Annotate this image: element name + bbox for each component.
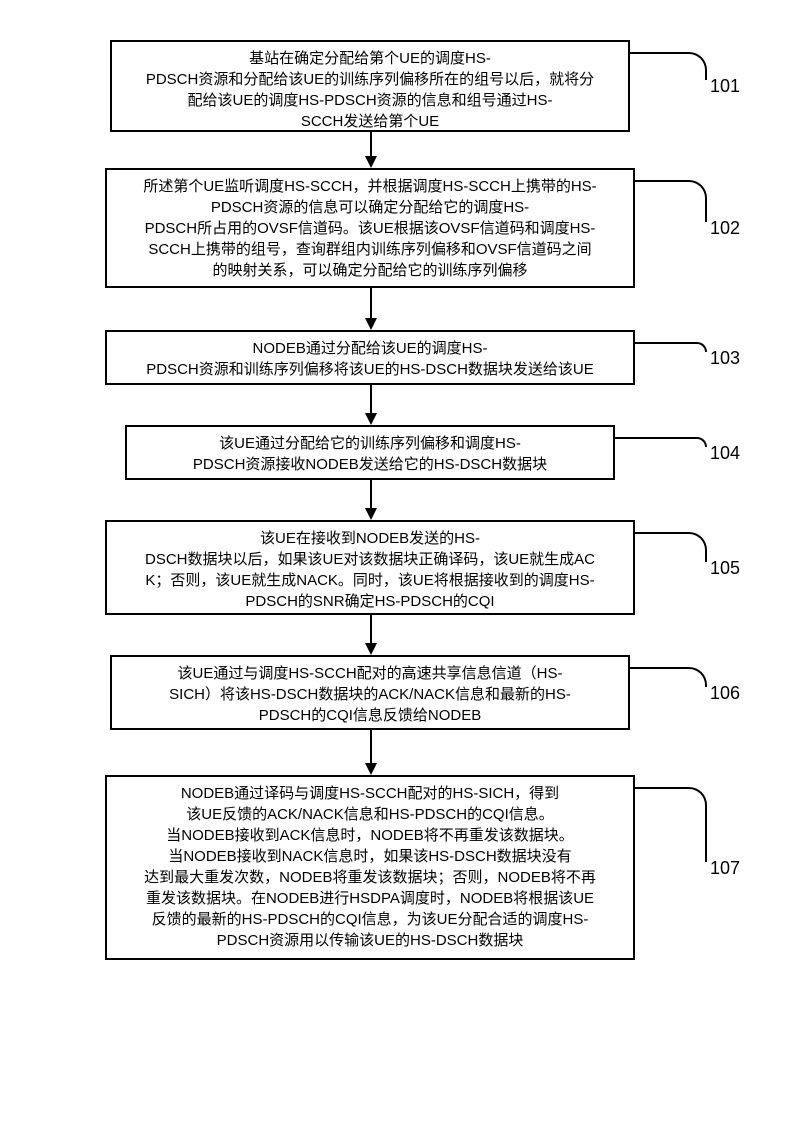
connector-line <box>635 180 685 182</box>
box-text-line: 基站在确定分配给第个UE的调度HS- <box>122 48 618 69</box>
arrow-line <box>370 132 372 158</box>
connector-curve <box>682 52 707 80</box>
connector-line <box>635 342 685 344</box>
connector-curve <box>682 667 707 687</box>
box-text-line: PDSCH资源接收NODEB发送给它的HS-DSCH数据块 <box>137 454 603 475</box>
arrow-line <box>370 730 372 765</box>
box-text-line: PDSCH资源的信息可以确定分配给它的调度HS- <box>117 197 623 218</box>
connector-curve <box>682 342 707 352</box>
box-text-line: 反馈的最新的HS-PDSCH的CQI信息，为该UE分配合适的调度HS- <box>117 909 623 930</box>
box-text-line: PDSCH的SNR确定HS-PDSCH的CQI <box>117 591 623 612</box>
flowchart-box-101: 基站在确定分配给第个UE的调度HS-PDSCH资源和分配给该UE的训练序列偏移所… <box>110 40 630 132</box>
box-text-line: SCCH上携带的组号，查询群组内训练序列偏移和OVSF信道码之间 <box>117 239 623 260</box>
connector-curve <box>682 787 707 862</box>
connector-line <box>635 532 685 534</box>
arrow-head-icon <box>365 156 377 168</box>
box-text-line: SICH）将该HS-DSCH数据块的ACK/NACK信息和最新的HS- <box>122 684 618 705</box>
connector-line <box>615 437 685 439</box>
arrow-head-icon <box>365 643 377 655</box>
arrow-line <box>370 288 372 320</box>
box-text-line: PDSCH资源和分配给该UE的训练序列偏移所在的组号以后，就将分 <box>122 69 618 90</box>
box-text-line: 该UE在接收到NODEB发送的HS- <box>117 528 623 549</box>
box-text-line: 当NODEB接收到ACK信息时，NODEB将不再重发该数据块。 <box>117 825 623 846</box>
flowchart-box-103: NODEB通过分配给该UE的调度HS-PDSCH资源和训练序列偏移将该UE的HS… <box>105 330 635 385</box>
step-label-102: 102 <box>710 218 740 239</box>
step-label-101: 101 <box>710 76 740 97</box>
flowchart-box-105: 该UE在接收到NODEB发送的HS-DSCH数据块以后，如果该UE对该数据块正确… <box>105 520 635 615</box>
box-text-line: 当NODEB接收到NACK信息时，如果该HS-DSCH数据块没有 <box>117 846 623 867</box>
step-label-103: 103 <box>710 348 740 369</box>
box-text-line: 所述第个UE监听调度HS-SCCH，并根据调度HS-SCCH上携带的HS- <box>117 176 623 197</box>
box-text-line: 的映射关系，可以确定分配给它的训练序列偏移 <box>117 260 623 281</box>
step-label-107: 107 <box>710 858 740 879</box>
connector-line <box>630 667 685 669</box>
arrow-head-icon <box>365 763 377 775</box>
arrow-head-icon <box>365 508 377 520</box>
box-text-line: PDSCH的CQI信息反馈给NODEB <box>122 705 618 726</box>
arrow-head-icon <box>365 318 377 330</box>
connector-curve <box>682 437 707 447</box>
step-label-105: 105 <box>710 558 740 579</box>
box-text-line: 配给该UE的调度HS-PDSCH资源的信息和组号通过HS- <box>122 90 618 111</box>
box-text-line: 该UE通过与调度HS-SCCH配对的高速共享信息信道（HS- <box>122 663 618 684</box>
box-text-line: 该UE反馈的ACK/NACK信息和HS-PDSCH的CQI信息。 <box>117 804 623 825</box>
arrow-line <box>370 480 372 510</box>
box-text-line: PDSCH所占用的OVSF信道码。该UE根据该OVSF信道码和调度HS- <box>117 218 623 239</box>
arrow-line <box>370 385 372 415</box>
flowchart-box-107: NODEB通过译码与调度HS-SCCH配对的HS-SICH，得到该UE反馈的AC… <box>105 775 635 960</box>
flowchart-box-106: 该UE通过与调度HS-SCCH配对的高速共享信息信道（HS-SICH）将该HS-… <box>110 655 630 730</box>
connector-line <box>635 787 685 789</box>
connector-curve <box>682 180 707 222</box>
box-text-line: 该UE通过分配给它的训练序列偏移和调度HS- <box>137 433 603 454</box>
step-label-104: 104 <box>710 443 740 464</box>
arrow-line <box>370 615 372 645</box>
box-text-line: PDSCH资源和训练序列偏移将该UE的HS-DSCH数据块发送给该UE <box>117 359 623 380</box>
arrow-head-icon <box>365 413 377 425</box>
flowchart-box-104: 该UE通过分配给它的训练序列偏移和调度HS-PDSCH资源接收NODEB发送给它… <box>125 425 615 480</box>
box-text-line: DSCH数据块以后，如果该UE对该数据块正确译码，该UE就生成AC <box>117 549 623 570</box>
box-text-line: K；否则，该UE就生成NACK。同时，该UE将根据接收到的调度HS- <box>117 570 623 591</box>
box-text-line: 达到最大重发次数，NODEB将重发该数据块；否则，NODEB将不再 <box>117 867 623 888</box>
connector-curve <box>682 532 707 562</box>
box-text-line: SCCH发送给第个UE <box>122 111 618 132</box>
box-text-line: NODEB通过译码与调度HS-SCCH配对的HS-SICH，得到 <box>117 783 623 804</box>
box-text-line: PDSCH资源用以传输该UE的HS-DSCH数据块 <box>117 930 623 951</box>
connector-line <box>630 52 685 54</box>
flowchart-box-102: 所述第个UE监听调度HS-SCCH，并根据调度HS-SCCH上携带的HS-PDS… <box>105 168 635 288</box>
box-text-line: 重发该数据块。在NODEB进行HSDPA调度时，NODEB将根据该UE <box>117 888 623 909</box>
step-label-106: 106 <box>710 683 740 704</box>
box-text-line: NODEB通过分配给该UE的调度HS- <box>117 338 623 359</box>
